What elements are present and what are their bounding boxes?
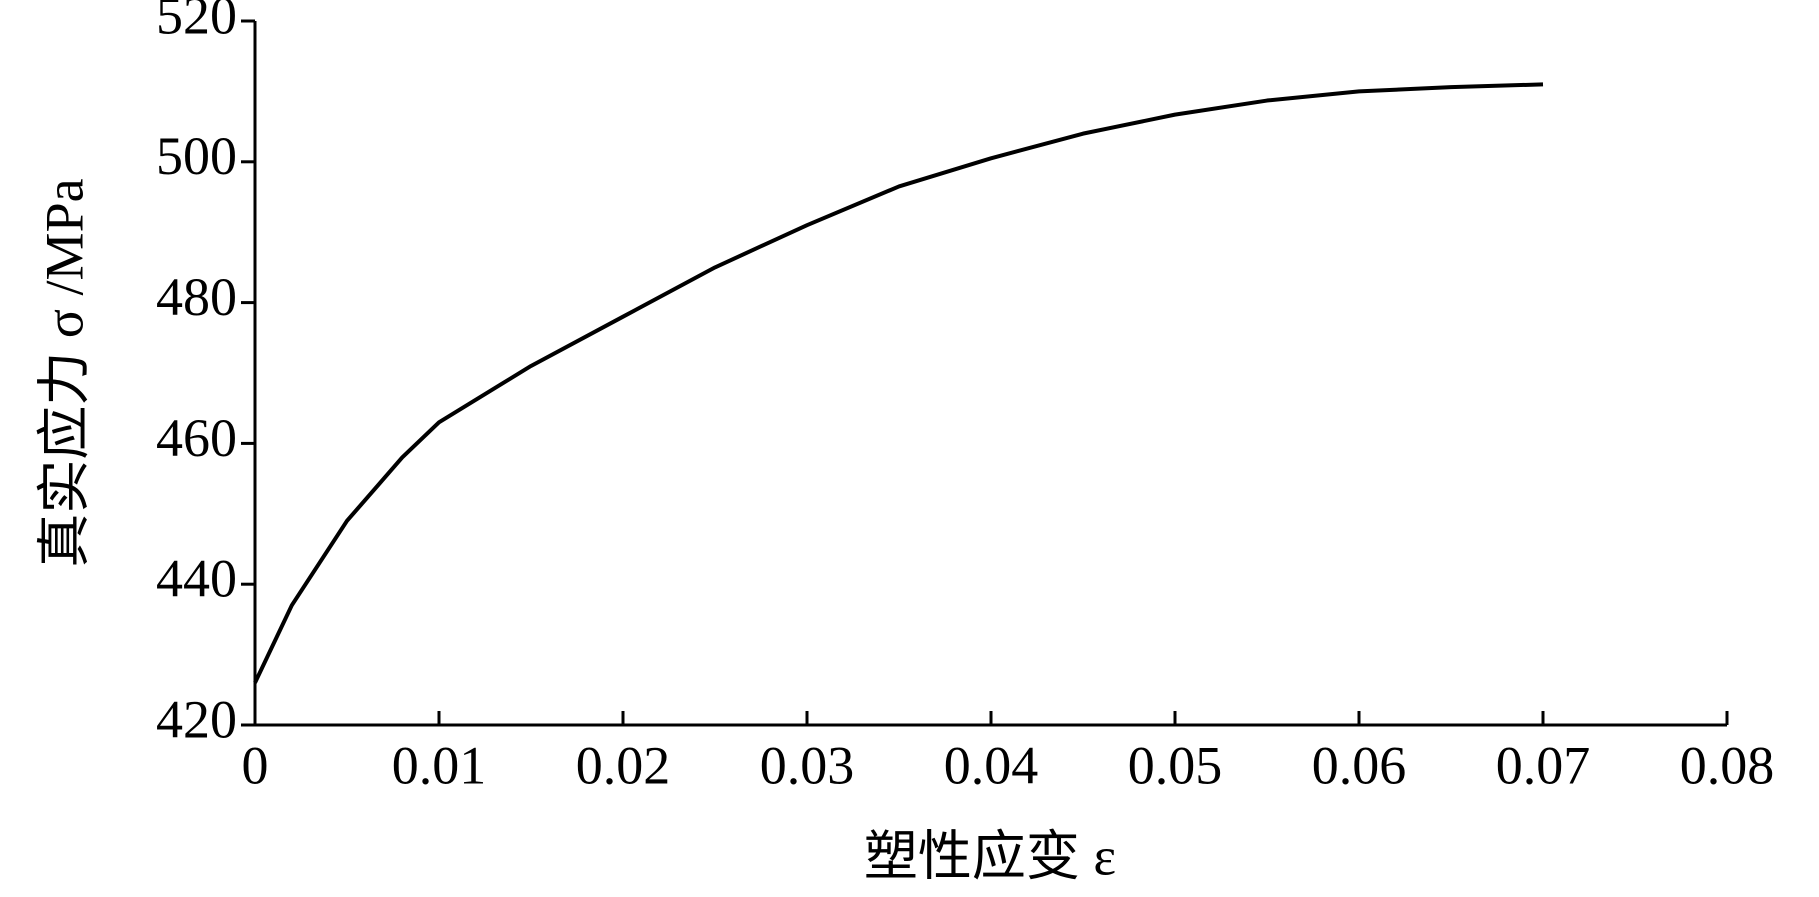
x-axis-title: 塑性应变 ε — [864, 826, 1116, 886]
x-tick-label: 0.03 — [760, 735, 855, 795]
x-tick-label: 0.04 — [944, 735, 1039, 795]
y-tick-label: 420 — [156, 689, 237, 749]
x-tick-label: 0.05 — [1128, 735, 1223, 795]
y-tick-label: 520 — [156, 0, 237, 45]
y-axis-title: 真实应力 σ /MPa — [34, 178, 94, 567]
x-tick-label: 0.02 — [576, 735, 671, 795]
y-tick-label: 480 — [156, 267, 237, 327]
y-tick-label: 460 — [156, 408, 237, 468]
x-tick-label: 0.07 — [1496, 735, 1591, 795]
y-tick-label: 500 — [156, 126, 237, 186]
y-tick-label: 440 — [156, 549, 237, 609]
x-tick-label: 0.08 — [1680, 735, 1775, 795]
x-tick-label: 0.06 — [1312, 735, 1407, 795]
data-line — [253, 82, 1544, 684]
x-tick-label: 0.01 — [392, 735, 487, 795]
x-tick-label: 0 — [242, 735, 269, 795]
